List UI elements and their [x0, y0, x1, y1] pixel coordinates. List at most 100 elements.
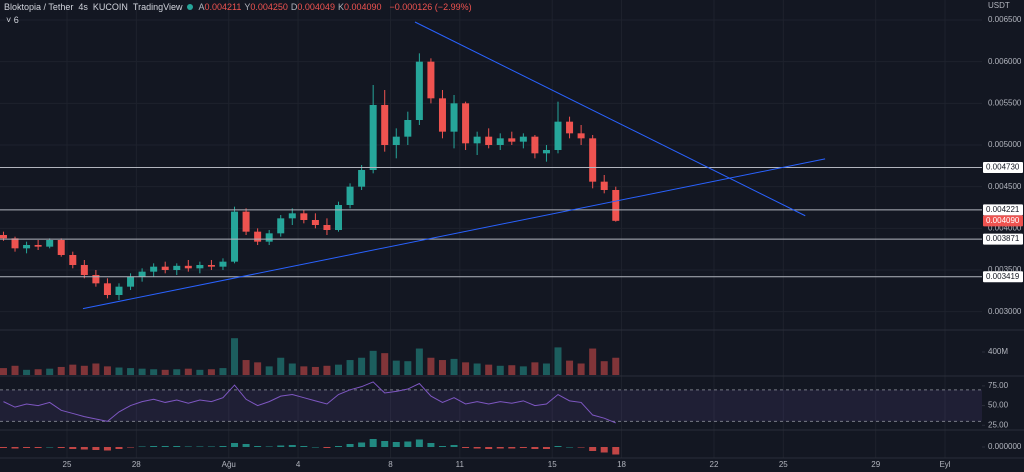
x-tick-label: 25 — [779, 460, 788, 469]
volume-bar — [381, 353, 389, 375]
macd-bar — [288, 445, 296, 447]
macd-bar — [231, 443, 239, 447]
y-tick-label: 0.003000 — [988, 307, 1022, 316]
macd-bar — [311, 447, 319, 448]
last-price-label: 0.004090 — [986, 216, 1020, 225]
candle-body — [427, 61, 435, 99]
y-tick-label: 50.00 — [988, 401, 1009, 410]
ohlc-key: A — [198, 2, 205, 12]
level-label-box — [983, 204, 1023, 216]
volume-bar — [11, 365, 19, 375]
candle-body — [196, 265, 204, 269]
volume-bar — [92, 363, 100, 375]
status-dot — [187, 4, 194, 10]
candle-body — [462, 103, 470, 144]
candle-body — [450, 103, 458, 132]
volume-bar — [612, 357, 620, 375]
volume-bar — [392, 360, 400, 375]
x-tick-label: 15 — [548, 460, 557, 469]
trendline — [414, 21, 806, 217]
x-tick-label: 28 — [132, 460, 141, 469]
candle-body — [542, 150, 550, 154]
candle-body — [277, 218, 285, 234]
volume-bar — [23, 369, 31, 375]
macd-bar — [589, 447, 597, 451]
change: −0.000126 (−2.99%) — [389, 2, 472, 12]
candle-body — [600, 181, 608, 190]
candle-body — [219, 261, 227, 267]
x-tick-label: 29 — [871, 460, 880, 469]
macd-bar — [485, 447, 493, 449]
candle-body — [184, 265, 192, 269]
x-tick-label: Eyl — [939, 460, 950, 469]
macd-bar — [508, 447, 516, 449]
candle-body — [11, 238, 19, 249]
candle-body — [508, 138, 516, 142]
macd-bar — [173, 446, 181, 447]
candle-body — [485, 136, 493, 145]
candle-body — [254, 231, 262, 242]
macd-bar — [34, 447, 42, 448]
volume-bar — [358, 357, 366, 375]
volume-bar — [173, 369, 181, 375]
macd-bar — [184, 446, 192, 447]
candle-body — [554, 121, 562, 150]
ohlc-key: D — [290, 2, 298, 12]
macd-bar — [196, 446, 204, 447]
x-tick-label: 22 — [710, 460, 719, 469]
candle-body — [23, 245, 31, 249]
volume-bar — [589, 348, 597, 375]
macd-bar — [427, 443, 435, 447]
volume-bar — [115, 367, 123, 375]
candle-body — [80, 265, 88, 275]
volume-bar — [542, 363, 550, 375]
rsi-line — [3, 381, 616, 424]
volume-bar — [277, 357, 285, 375]
macd-bar — [519, 447, 527, 448]
level-label-box — [983, 233, 1023, 245]
macd-bar — [531, 447, 539, 449]
candle-body — [57, 240, 65, 255]
candle-body — [92, 275, 100, 284]
candle-body — [150, 266, 158, 272]
candle-body — [612, 190, 620, 221]
candle-body — [392, 136, 400, 145]
candle-body — [46, 240, 54, 247]
level-label: 0.004730 — [986, 163, 1020, 172]
macd-bar — [496, 447, 504, 449]
last-price-box — [983, 215, 1023, 227]
macd-bar — [103, 447, 111, 451]
candle-body — [138, 271, 146, 277]
volume-bar — [450, 358, 458, 375]
volume-bar — [496, 365, 504, 375]
macd-bar — [219, 446, 227, 447]
macd-bar — [392, 442, 400, 447]
volume-bar — [323, 365, 331, 375]
y-tick-label: 75.00 — [988, 381, 1009, 390]
macd-bar — [404, 441, 412, 447]
indicators-toggle[interactable]: ˅ 6 — [6, 15, 19, 25]
volume-bar — [346, 360, 354, 375]
volume-bar — [369, 350, 377, 375]
ohlc-value: 0.004049 — [297, 2, 335, 12]
macd-bar — [277, 445, 285, 447]
x-tick-label: 25 — [63, 460, 72, 469]
candle-body — [415, 61, 423, 120]
ohlc-value: 0.004250 — [250, 2, 288, 12]
macd-bar — [265, 446, 273, 447]
macd-bar — [542, 447, 550, 449]
volume-bar — [34, 369, 42, 375]
candle-body — [438, 98, 446, 132]
candle-body — [369, 105, 377, 170]
macd-bar — [242, 444, 250, 447]
candle-body — [473, 136, 481, 144]
candle-body — [242, 211, 250, 232]
source: TradingView — [132, 2, 183, 12]
candle-body — [173, 265, 181, 270]
y-tick-label: 0.005500 — [988, 98, 1022, 107]
symbol: Bloktopia / Tether — [4, 2, 74, 12]
macd-bar — [600, 447, 608, 453]
candle-body — [300, 213, 308, 220]
macd-bar — [254, 446, 262, 447]
